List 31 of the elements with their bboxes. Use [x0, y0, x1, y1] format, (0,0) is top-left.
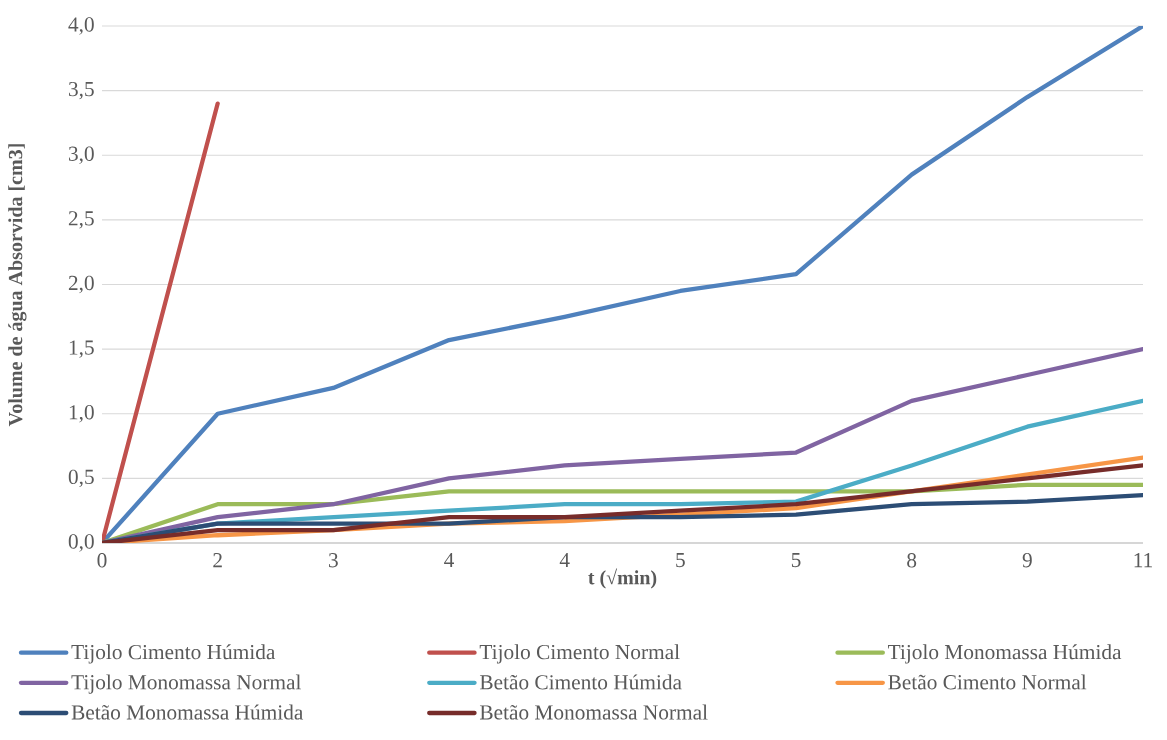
- x-tick-label: 8: [907, 553, 917, 568]
- y-tick-label: 2,5: [68, 211, 94, 229]
- y-tick-label: 3,0: [68, 146, 94, 164]
- y-tick-label: 4,0: [68, 17, 94, 35]
- x-tick-label: 4: [559, 553, 570, 568]
- y-tick-label: 1,0: [69, 405, 94, 423]
- x-tick-label: 5: [676, 553, 685, 568]
- legend-label: Tijolo Cimento Normal: [479, 644, 680, 664]
- y-tick-label: 0,5: [68, 469, 94, 488]
- y-tick-label: 3,5: [68, 81, 94, 100]
- legend-label: Betão Monomassa Húmida: [71, 704, 304, 720]
- y-tick-label: 2,0: [68, 275, 94, 294]
- x-axis-title: t (√min): [588, 568, 657, 589]
- y-tick-label: 0,0: [68, 534, 94, 552]
- x-tick-label: 5: [791, 553, 801, 568]
- legend-label: Tijolo Cimento Húmida: [71, 644, 276, 664]
- line-series: [102, 26, 1143, 543]
- x-tick-label: 11: [1134, 553, 1152, 568]
- y-tick-label: 1,5: [69, 340, 94, 358]
- x-tick-label: 0: [97, 553, 107, 568]
- x-tick-label: 3: [329, 553, 338, 568]
- x-tick-label: 9: [1022, 553, 1032, 568]
- legend-label: Betão Cimento Húmida: [479, 674, 682, 690]
- line-series: [102, 346, 1143, 543]
- legend-label: Betão Cimento Normal: [888, 674, 1087, 690]
- legend-label: Tijolo Monomassa Normal: [71, 674, 301, 694]
- legend-label: Betão Monomassa Normal: [479, 704, 708, 720]
- x-tick-label: 2: [213, 553, 222, 568]
- x-tick-label: 4: [444, 553, 454, 568]
- y-axis-title: Volume de água Absorvida [cm3]: [8, 144, 27, 427]
- legend-label: Tijolo Monomassa Húmida: [888, 644, 1122, 664]
